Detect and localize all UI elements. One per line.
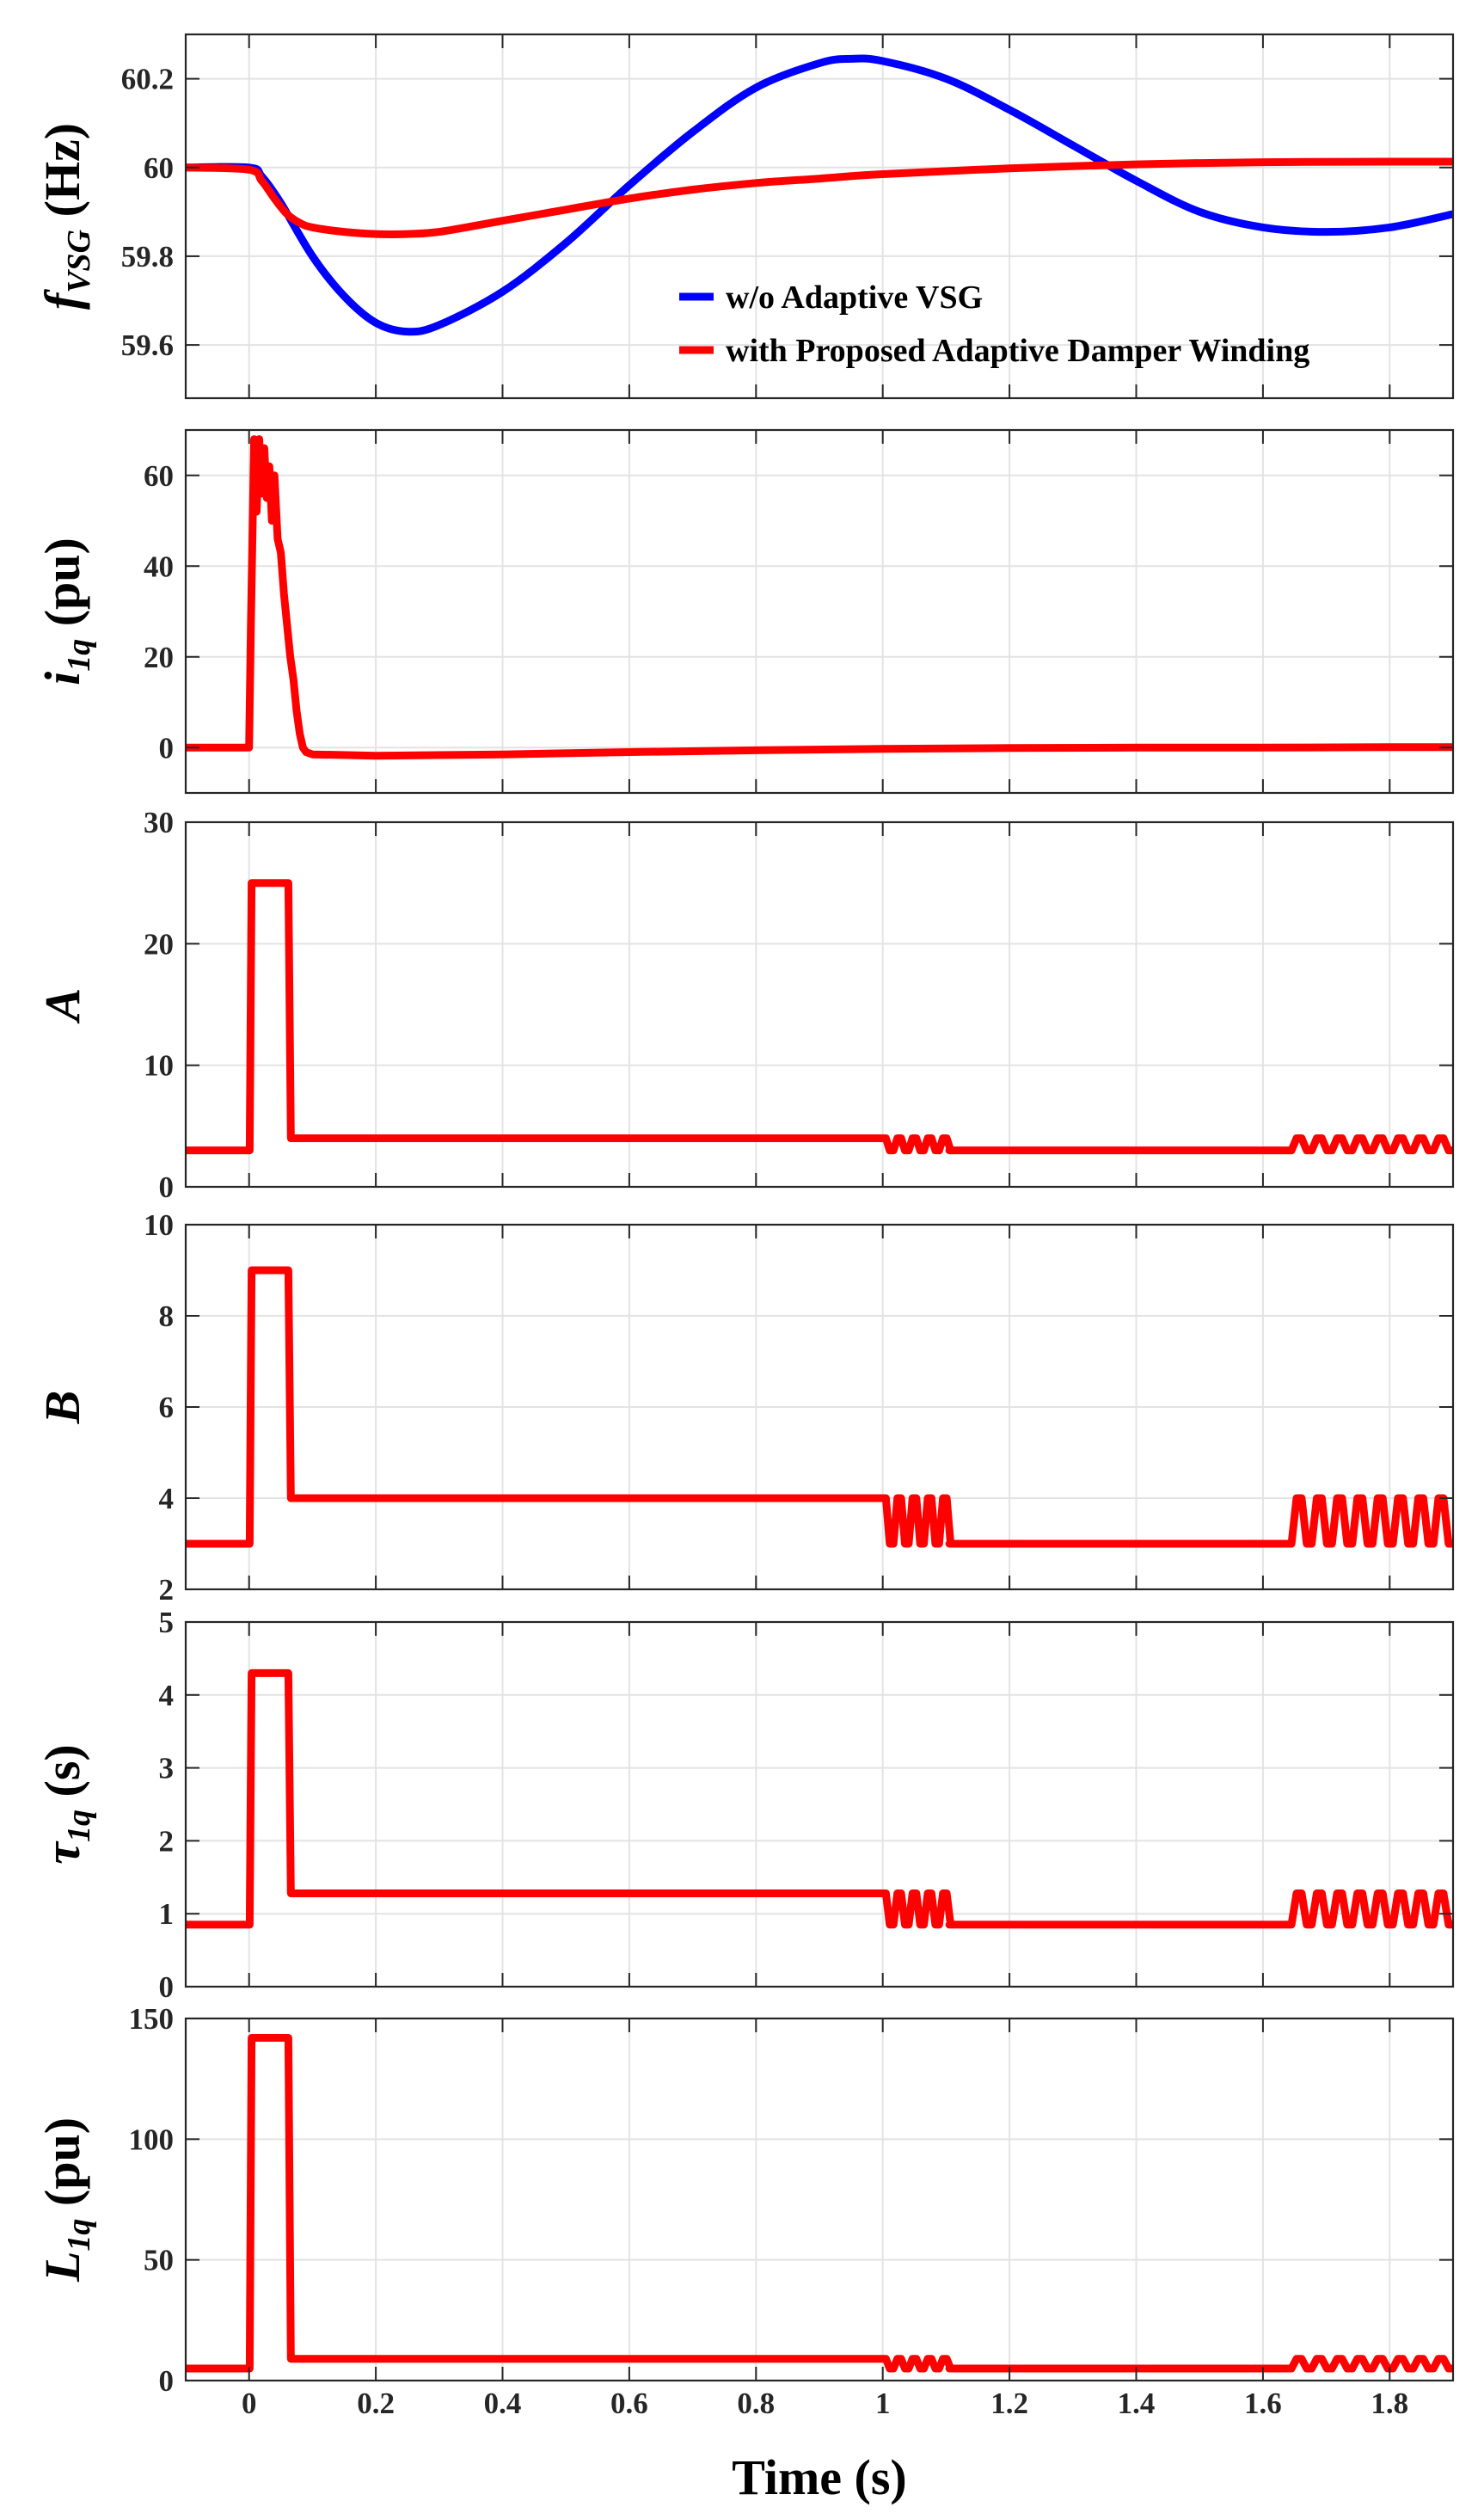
x-tick-label: 0.2 xyxy=(357,2387,395,2420)
y-tick-label: 10 xyxy=(144,1049,174,1083)
y-tick-label: 20 xyxy=(144,641,174,674)
y-axis-label: A xyxy=(34,988,90,1024)
y-tick-label: 0 xyxy=(159,1170,175,1204)
y-tick-label: 50 xyxy=(144,2244,174,2277)
y-tick-label: 30 xyxy=(144,806,174,839)
y-tick-label: 59.8 xyxy=(121,240,174,273)
series-line-1 xyxy=(186,2034,1453,2373)
y-axis-label: i1q (pu) xyxy=(34,538,97,685)
series-line-1 xyxy=(186,1668,1453,1929)
y-tick-label: 2 xyxy=(159,1573,175,1607)
y-tick-label: 150 xyxy=(129,2002,175,2036)
x-tick-label: 1.4 xyxy=(1118,2387,1156,2420)
series-line-1 xyxy=(186,54,1453,336)
axes-box xyxy=(184,33,1455,400)
x-tick-label: 1 xyxy=(875,2387,891,2420)
panel-6: 0 50 100 150 0 0.2 0.4 0.6 0.8 1 1.2 1.4 1.6 1.8 L1q (… xyxy=(34,2002,1455,2420)
y-tick-label: 40 xyxy=(144,550,174,583)
y-axis-label: B xyxy=(34,1391,90,1425)
series-line-1 xyxy=(186,879,1453,1155)
series-line-1 xyxy=(186,435,1453,760)
legend-label: w/o Adaptive VSG xyxy=(726,280,983,316)
y-tick-label: 0 xyxy=(159,1970,175,2004)
x-tick-label: 1.6 xyxy=(1244,2387,1282,2420)
y-tick-label: 59.6 xyxy=(121,329,174,362)
x-axis-label: Time (s) xyxy=(732,2449,907,2505)
y-tick-label: 4 xyxy=(159,1482,175,1515)
y-tick-label: 8 xyxy=(159,1300,175,1333)
y-tick-label: 100 xyxy=(129,2123,175,2156)
y-axis-label: L1q (pu) xyxy=(34,2117,97,2283)
y-tick-label: 6 xyxy=(159,1391,175,1424)
plot-area xyxy=(186,879,1453,1155)
panel-3: 0 10 20 30 A xyxy=(34,806,1455,1204)
axes-box xyxy=(184,2017,1455,2382)
plot-area xyxy=(186,435,1453,760)
panel-5: 0 1 2 3 4 5 τ1q (s) xyxy=(34,1606,1455,2004)
x-tick-label: 1.2 xyxy=(990,2387,1028,2420)
panel-2: 0 20 40 60 i1q (pu) xyxy=(34,428,1455,795)
y-tick-label: 5 xyxy=(159,1606,175,1639)
axes-box xyxy=(184,820,1455,1189)
y-tick-label: 10 xyxy=(144,1208,174,1242)
axes-box xyxy=(184,428,1455,795)
y-tick-label: 0 xyxy=(159,2364,175,2398)
axes-box xyxy=(184,1620,1455,1988)
series-line-1 xyxy=(186,1266,1453,1548)
x-tick-label: 0.6 xyxy=(610,2387,648,2420)
plot-area xyxy=(186,2034,1453,2373)
y-tick-label: 60 xyxy=(144,151,174,185)
plot-area xyxy=(186,1266,1453,1548)
y-tick-label: 60 xyxy=(144,459,174,493)
y-axis-label: τ1q (s) xyxy=(34,1744,97,1864)
y-tick-label: 3 xyxy=(159,1752,175,1785)
x-tick-label: 0 xyxy=(242,2387,257,2420)
y-tick-label: 2 xyxy=(159,1824,175,1858)
plot-area xyxy=(186,54,1453,336)
x-tick-label: 0.4 xyxy=(484,2387,522,2420)
legend: w/o Adaptive VSG with Proposed Adaptive D… xyxy=(679,280,1309,369)
y-tick-label: 1 xyxy=(159,1897,175,1931)
y-tick-label: 0 xyxy=(159,731,175,765)
panel-4: 2 4 6 8 10 B xyxy=(34,1208,1455,1607)
y-tick-label: 20 xyxy=(144,927,174,961)
x-tick-label: 1.8 xyxy=(1371,2387,1408,2420)
y-axis-label: fVSG (Hz) xyxy=(34,123,97,310)
y-tick-label: 60.2 xyxy=(121,63,174,96)
y-tick-label: 4 xyxy=(159,1679,175,1712)
series-line-2 xyxy=(186,157,1453,238)
x-tick-label: 0.8 xyxy=(737,2387,775,2420)
legend-label: with Proposed Adaptive Damper Winding xyxy=(726,333,1309,369)
plot-area xyxy=(186,1668,1453,1929)
